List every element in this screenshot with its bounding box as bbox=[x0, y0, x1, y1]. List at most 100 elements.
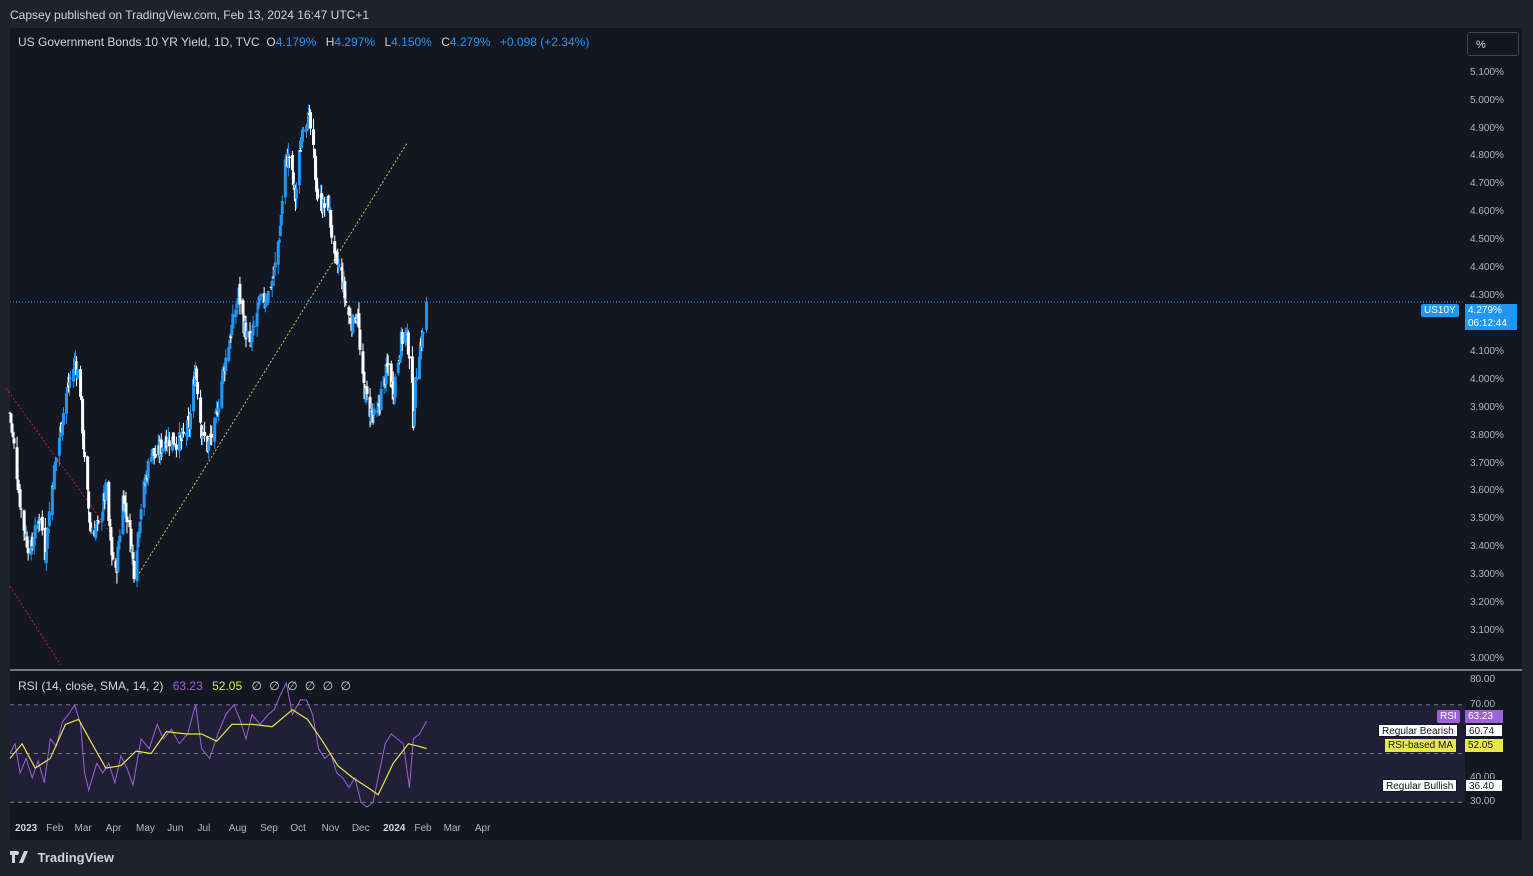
candle-body bbox=[43, 527, 47, 561]
candle-body bbox=[333, 241, 337, 254]
candle-body bbox=[45, 529, 49, 549]
candle-body bbox=[320, 193, 324, 212]
candle-body bbox=[61, 413, 65, 426]
x-tick-label: Dec bbox=[351, 823, 370, 834]
candle-body bbox=[276, 241, 280, 265]
candle-body bbox=[24, 534, 28, 538]
bearish-name-tag: Regular Bearish bbox=[1378, 724, 1458, 737]
candle-body bbox=[104, 482, 108, 501]
candle-body bbox=[368, 396, 372, 417]
candle-body bbox=[164, 436, 168, 449]
candle-body bbox=[273, 262, 277, 268]
percent-scale-button[interactable]: % bbox=[1467, 32, 1519, 56]
candle-body bbox=[270, 280, 274, 287]
y-tick-label: 3.300% bbox=[1470, 569, 1504, 581]
candle-body bbox=[86, 456, 90, 490]
candle-body bbox=[125, 516, 129, 523]
candle-body bbox=[236, 298, 240, 306]
candle-body bbox=[54, 457, 58, 463]
candle-body bbox=[224, 357, 228, 372]
y-tick-label: 3.900% bbox=[1470, 401, 1504, 413]
candle-body bbox=[379, 389, 383, 411]
candle-body bbox=[8, 412, 12, 414]
candle-body bbox=[210, 433, 214, 438]
candle-body bbox=[87, 491, 91, 509]
candle-body bbox=[185, 419, 189, 438]
candle-body bbox=[290, 155, 294, 171]
open-value: 4.179% bbox=[275, 35, 317, 49]
candle-body bbox=[349, 317, 353, 324]
candle-body bbox=[249, 342, 253, 345]
candle-body bbox=[146, 460, 150, 479]
high-value: 4.297% bbox=[334, 35, 376, 49]
candle-body bbox=[250, 334, 254, 343]
candle-body bbox=[29, 540, 33, 555]
candle-body bbox=[329, 209, 333, 228]
rsi-tick-label: 40.00 bbox=[1470, 771, 1496, 783]
na-value: ∅ bbox=[251, 679, 262, 693]
candle-body bbox=[33, 525, 37, 539]
candle-body bbox=[357, 313, 361, 328]
candle-body bbox=[31, 545, 35, 549]
change-value: +0.098 (+2.34%) bbox=[499, 35, 590, 49]
rsi-tick-label: 30.00 bbox=[1470, 796, 1496, 808]
candle-body bbox=[257, 296, 261, 306]
low-value: 4.150% bbox=[391, 35, 432, 49]
candle-body bbox=[132, 560, 136, 580]
candle-body bbox=[251, 325, 255, 336]
candle-body bbox=[299, 136, 303, 149]
candle-body bbox=[297, 150, 301, 186]
x-tick-label: Jul bbox=[197, 823, 211, 834]
candle-body bbox=[189, 413, 193, 430]
candle-body bbox=[187, 415, 191, 421]
candle-body bbox=[262, 293, 266, 303]
rsi-ma-name-tag: RSI-based MA bbox=[1385, 739, 1457, 752]
candle-body bbox=[118, 535, 122, 543]
candle-body bbox=[220, 381, 224, 408]
candle-body bbox=[195, 368, 199, 380]
candle-body bbox=[79, 369, 83, 397]
candle-body bbox=[153, 454, 157, 458]
candle-body bbox=[312, 129, 316, 146]
close-value: 4.279% bbox=[449, 35, 491, 49]
candle-body bbox=[10, 423, 14, 429]
candle-body bbox=[142, 481, 146, 508]
candle-body bbox=[400, 332, 404, 345]
candle-body bbox=[129, 528, 133, 553]
candle-body bbox=[136, 532, 140, 548]
candle-body bbox=[25, 536, 29, 548]
y-tick-label: 3.100% bbox=[1470, 625, 1504, 637]
x-tick-label: Nov bbox=[321, 823, 340, 834]
candle-body bbox=[398, 356, 402, 363]
bullish-name-tag: Regular Bullish bbox=[1382, 779, 1458, 792]
candle-body bbox=[271, 276, 275, 278]
support-trendline bbox=[136, 142, 408, 577]
candle-body bbox=[272, 269, 276, 276]
candle-body bbox=[149, 457, 153, 462]
candle-body bbox=[172, 443, 176, 446]
na-value: ∅ bbox=[304, 679, 316, 693]
candle-body bbox=[421, 332, 425, 334]
candle-body bbox=[405, 329, 409, 332]
candle-body bbox=[410, 356, 414, 383]
candle-body bbox=[313, 148, 317, 159]
candle-body bbox=[348, 313, 352, 316]
symbol-legend: US Government Bonds 10 YR Yield, 1D, TVC… bbox=[18, 35, 595, 49]
candle-body bbox=[152, 448, 156, 456]
tradingview-brand[interactable]: TradingView bbox=[10, 850, 114, 865]
x-tick-label: May bbox=[136, 823, 155, 834]
rsi-tick-label: 80.00 bbox=[1470, 674, 1496, 686]
candle-body bbox=[407, 356, 411, 359]
candle-body bbox=[203, 431, 207, 436]
candle-body bbox=[109, 527, 113, 541]
candle-body bbox=[298, 149, 302, 152]
candle-body bbox=[18, 488, 22, 508]
x-tick-label: Apr bbox=[474, 823, 491, 834]
candle-body bbox=[266, 290, 270, 303]
candle-body bbox=[229, 336, 233, 339]
candle-body bbox=[391, 381, 395, 400]
bullish-value-tag: 36.40 bbox=[1465, 779, 1503, 792]
x-tick-label: Mar bbox=[443, 823, 461, 834]
candle-body bbox=[227, 347, 231, 361]
